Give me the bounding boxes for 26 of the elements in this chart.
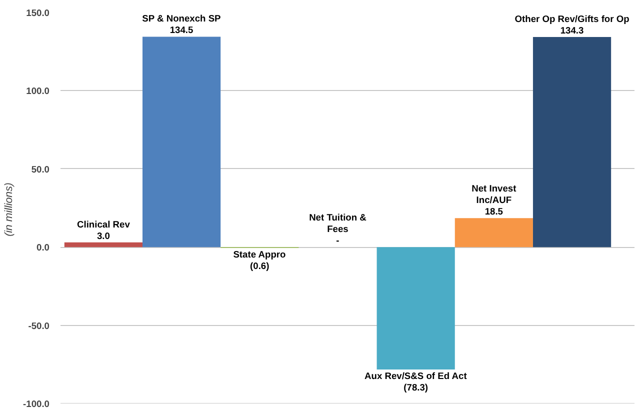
x-tick-label: Net Invest Inc/AUF (472, 184, 516, 206)
data-label: (0.6) (250, 261, 270, 272)
y-tick-label: 50.0 (31, 164, 50, 174)
y-tick-label: -100.0 (23, 399, 50, 409)
data-label: 134.3 (560, 25, 584, 36)
y-tick-label: 150.0 (26, 8, 50, 18)
y-tick-label: 0.0 (36, 242, 50, 253)
y-tick-label: -50.0 (28, 320, 50, 331)
bar (64, 242, 142, 248)
data-label: 3.0 (96, 230, 110, 241)
y-tick-label: 100.0 (26, 86, 50, 96)
bar (532, 37, 612, 248)
bar (376, 247, 455, 370)
data-label: - (336, 236, 340, 246)
x-tick-label: Other Op Rev/Gifts for Op (514, 14, 630, 24)
data-label: 134.5 (170, 25, 194, 36)
bar (454, 218, 533, 248)
data-label: (78.3) (404, 382, 428, 393)
x-tick-label: SP & Nonexch SP (142, 14, 221, 24)
y-axis-title: (in millions) (3, 182, 16, 236)
bar (142, 36, 221, 248)
x-tick-label: Aux Rev/S&S of Ed Act (364, 371, 467, 382)
x-tick-label: Net Tuition & Fees (309, 212, 367, 234)
x-tick-label: Clinical Rev (77, 219, 131, 230)
data-label: 18.5 (484, 206, 504, 217)
x-tick-label: State Appro (233, 250, 286, 260)
